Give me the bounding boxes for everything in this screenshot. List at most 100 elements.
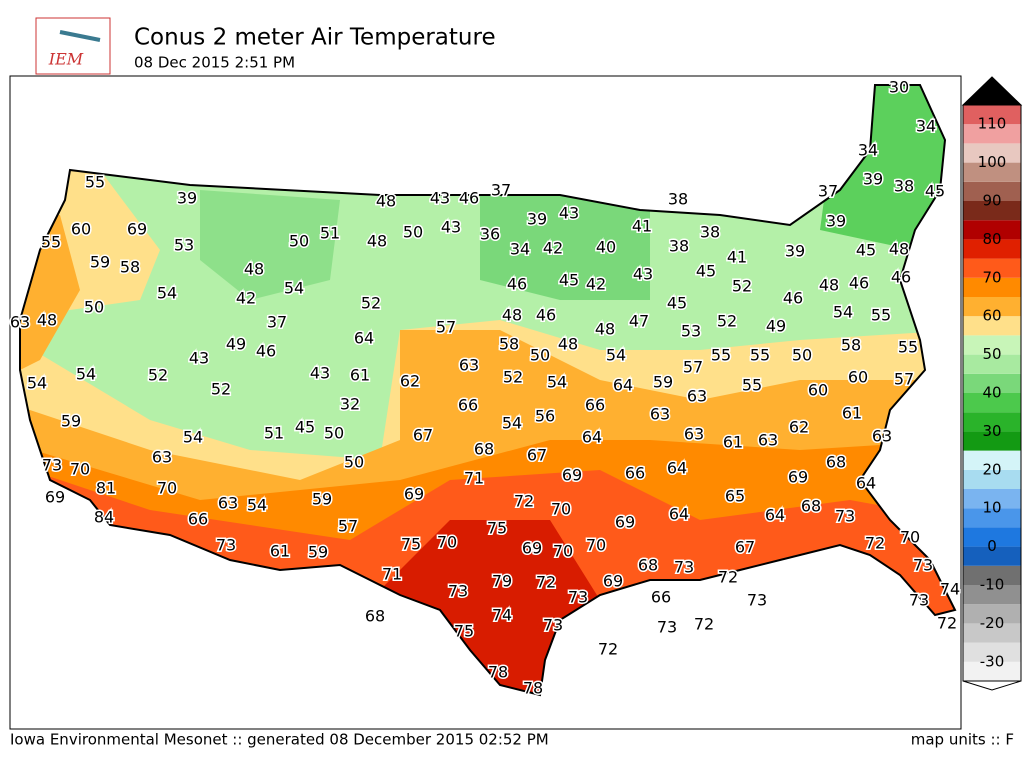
station-value: 52 xyxy=(361,294,381,313)
station-value: 37 xyxy=(818,182,838,201)
station-value: 61 xyxy=(842,404,862,423)
colorbar-tick-label: -20 xyxy=(980,614,1005,632)
colorbar-tick-label: 90 xyxy=(982,192,1001,210)
colorbar-segment xyxy=(963,508,1021,528)
station-value: 46 xyxy=(459,189,479,208)
station-value: 55 xyxy=(871,306,891,325)
station-value: 64 xyxy=(765,506,785,525)
station-value: 39 xyxy=(527,210,547,229)
colorbar-segment xyxy=(963,162,1021,182)
station-value: 64 xyxy=(856,474,876,493)
station-value: 40 xyxy=(596,238,616,257)
station-value: 55 xyxy=(898,338,918,357)
station-layer: 30 34 55 39 48 43 46 37 38 34 39 38 45 37 39 43 41 38 55 60… xyxy=(8,76,961,699)
station-value: 66 xyxy=(625,464,645,483)
station-value: 54 xyxy=(606,346,626,365)
station-value: 48 xyxy=(502,306,522,325)
colorbar-tick-label: 70 xyxy=(982,268,1001,286)
station-value: 75 xyxy=(487,519,507,538)
colorbar-segment xyxy=(963,565,1021,585)
station-value: 36 xyxy=(480,225,500,244)
station-value: 81 xyxy=(96,479,116,498)
colorbar-segment xyxy=(963,316,1021,336)
station-value: 30 xyxy=(889,78,909,97)
colorbar-segment xyxy=(963,373,1021,393)
station-value: 66 xyxy=(651,588,671,607)
station-value: 63 xyxy=(459,356,479,375)
station-value: 48 xyxy=(889,240,909,259)
colorbar-segment xyxy=(963,354,1021,374)
station-value: 38 xyxy=(700,223,720,242)
station-value: 59 xyxy=(90,253,110,272)
station-value: 53 xyxy=(174,236,194,255)
station-value: 61 xyxy=(270,542,290,561)
colorbar-segment xyxy=(963,220,1021,240)
station-value: 34 xyxy=(916,117,936,136)
colorbar-tick-label: 50 xyxy=(982,345,1001,363)
station-value: 69 xyxy=(615,513,635,532)
colorbar-segment xyxy=(963,623,1021,643)
colorbar-segment xyxy=(963,201,1021,221)
colorbar-tick-label: 0 xyxy=(987,537,997,555)
colorbar-segment xyxy=(963,277,1021,297)
station-value: 52 xyxy=(503,368,523,387)
station-value: 50 xyxy=(530,346,550,365)
colorbar-tick-label: 40 xyxy=(982,384,1001,402)
station-value: 46 xyxy=(256,342,276,361)
station-value: 68 xyxy=(365,607,385,626)
field-75 xyxy=(380,520,600,695)
station-value: 50 xyxy=(403,223,423,242)
station-value: 52 xyxy=(732,277,752,296)
station-value: 42 xyxy=(543,239,563,258)
colorbar-frame xyxy=(962,104,1022,682)
colorbar-segment xyxy=(963,105,1021,125)
station-value: 63 xyxy=(687,387,707,406)
station-value: 60 xyxy=(71,220,91,239)
colorbar-segment xyxy=(963,124,1021,144)
station-value: 59 xyxy=(653,373,673,392)
station-value: 63 xyxy=(872,427,892,446)
station-value: 63 xyxy=(10,313,30,332)
station-value: 50 xyxy=(84,298,104,317)
station-value: 41 xyxy=(727,248,747,267)
station-value: 39 xyxy=(177,189,197,208)
station-value: 48 xyxy=(367,232,387,251)
station-value: 53 xyxy=(681,322,701,341)
colorbar-top-arrow xyxy=(961,76,1023,106)
colorbar-segment xyxy=(963,450,1021,470)
station-value: 57 xyxy=(894,370,914,389)
station-value: 51 xyxy=(264,424,284,443)
station-value: 64 xyxy=(582,428,602,447)
colorbar-tick-label: 100 xyxy=(978,153,1007,171)
station-value: 62 xyxy=(400,372,420,391)
station-value: 73 xyxy=(216,536,236,555)
station-value: 43 xyxy=(559,204,579,223)
station-value: 73 xyxy=(657,618,677,637)
station-value: 68 xyxy=(474,440,494,459)
station-value: 63 xyxy=(758,431,778,450)
colorbar-segment xyxy=(963,181,1021,201)
colorbar-tick-label: -30 xyxy=(980,652,1005,670)
station-value: 39 xyxy=(863,170,883,189)
station-value: 54 xyxy=(27,374,47,393)
station-value: 43 xyxy=(633,265,653,284)
colorbar-tick-label: 20 xyxy=(982,460,1001,478)
station-value: 72 xyxy=(536,573,556,592)
station-value: 64 xyxy=(669,505,689,524)
colorbar-segment xyxy=(963,143,1021,163)
station-value: 64 xyxy=(354,329,374,348)
station-value: 73 xyxy=(747,591,767,610)
colorbar-tick-label: 60 xyxy=(982,307,1001,325)
station-value: 43 xyxy=(441,218,461,237)
station-value: 72 xyxy=(718,568,738,587)
station-value: 38 xyxy=(668,190,688,209)
station-value: 50 xyxy=(289,232,309,251)
station-value: 70 xyxy=(437,533,457,552)
station-value: 60 xyxy=(808,381,828,400)
colorbar-segment xyxy=(963,297,1021,317)
station-value: 49 xyxy=(226,335,246,354)
field-40 xyxy=(480,190,650,300)
station-value: 45 xyxy=(856,241,876,260)
station-value: 74 xyxy=(492,606,512,625)
station-value: 45 xyxy=(667,294,687,313)
